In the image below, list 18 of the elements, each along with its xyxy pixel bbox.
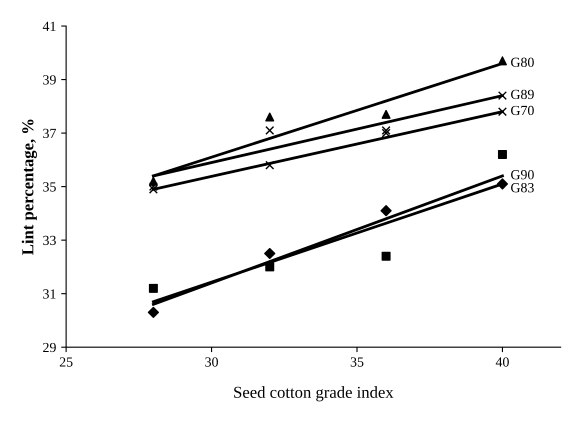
- series-label: G90: [511, 170, 534, 180]
- series-label: G70: [511, 106, 534, 116]
- y-axis-title: Lint percentage, %: [22, 120, 37, 255]
- series-label: G80: [511, 58, 534, 67]
- x-tick-label: 35: [350, 357, 364, 367]
- series-label: G89: [511, 90, 534, 100]
- y-tick-label: 39: [43, 75, 56, 85]
- x-tick-label: 30: [205, 357, 218, 367]
- y-tick-label: 31: [43, 289, 56, 299]
- y-tick-label: 37: [43, 128, 56, 138]
- x-tick-label: 25: [60, 357, 73, 367]
- y-tick-label: 33: [43, 236, 56, 246]
- x-tick-label: 40: [496, 357, 509, 367]
- y-tick-label: 41: [42, 22, 56, 31]
- y-tick-label: 35: [43, 182, 56, 192]
- y-tick-label: 29: [43, 342, 56, 352]
- series-label: G83: [511, 183, 534, 192]
- x-axis-title: Seed cotton grade index: [234, 386, 394, 402]
